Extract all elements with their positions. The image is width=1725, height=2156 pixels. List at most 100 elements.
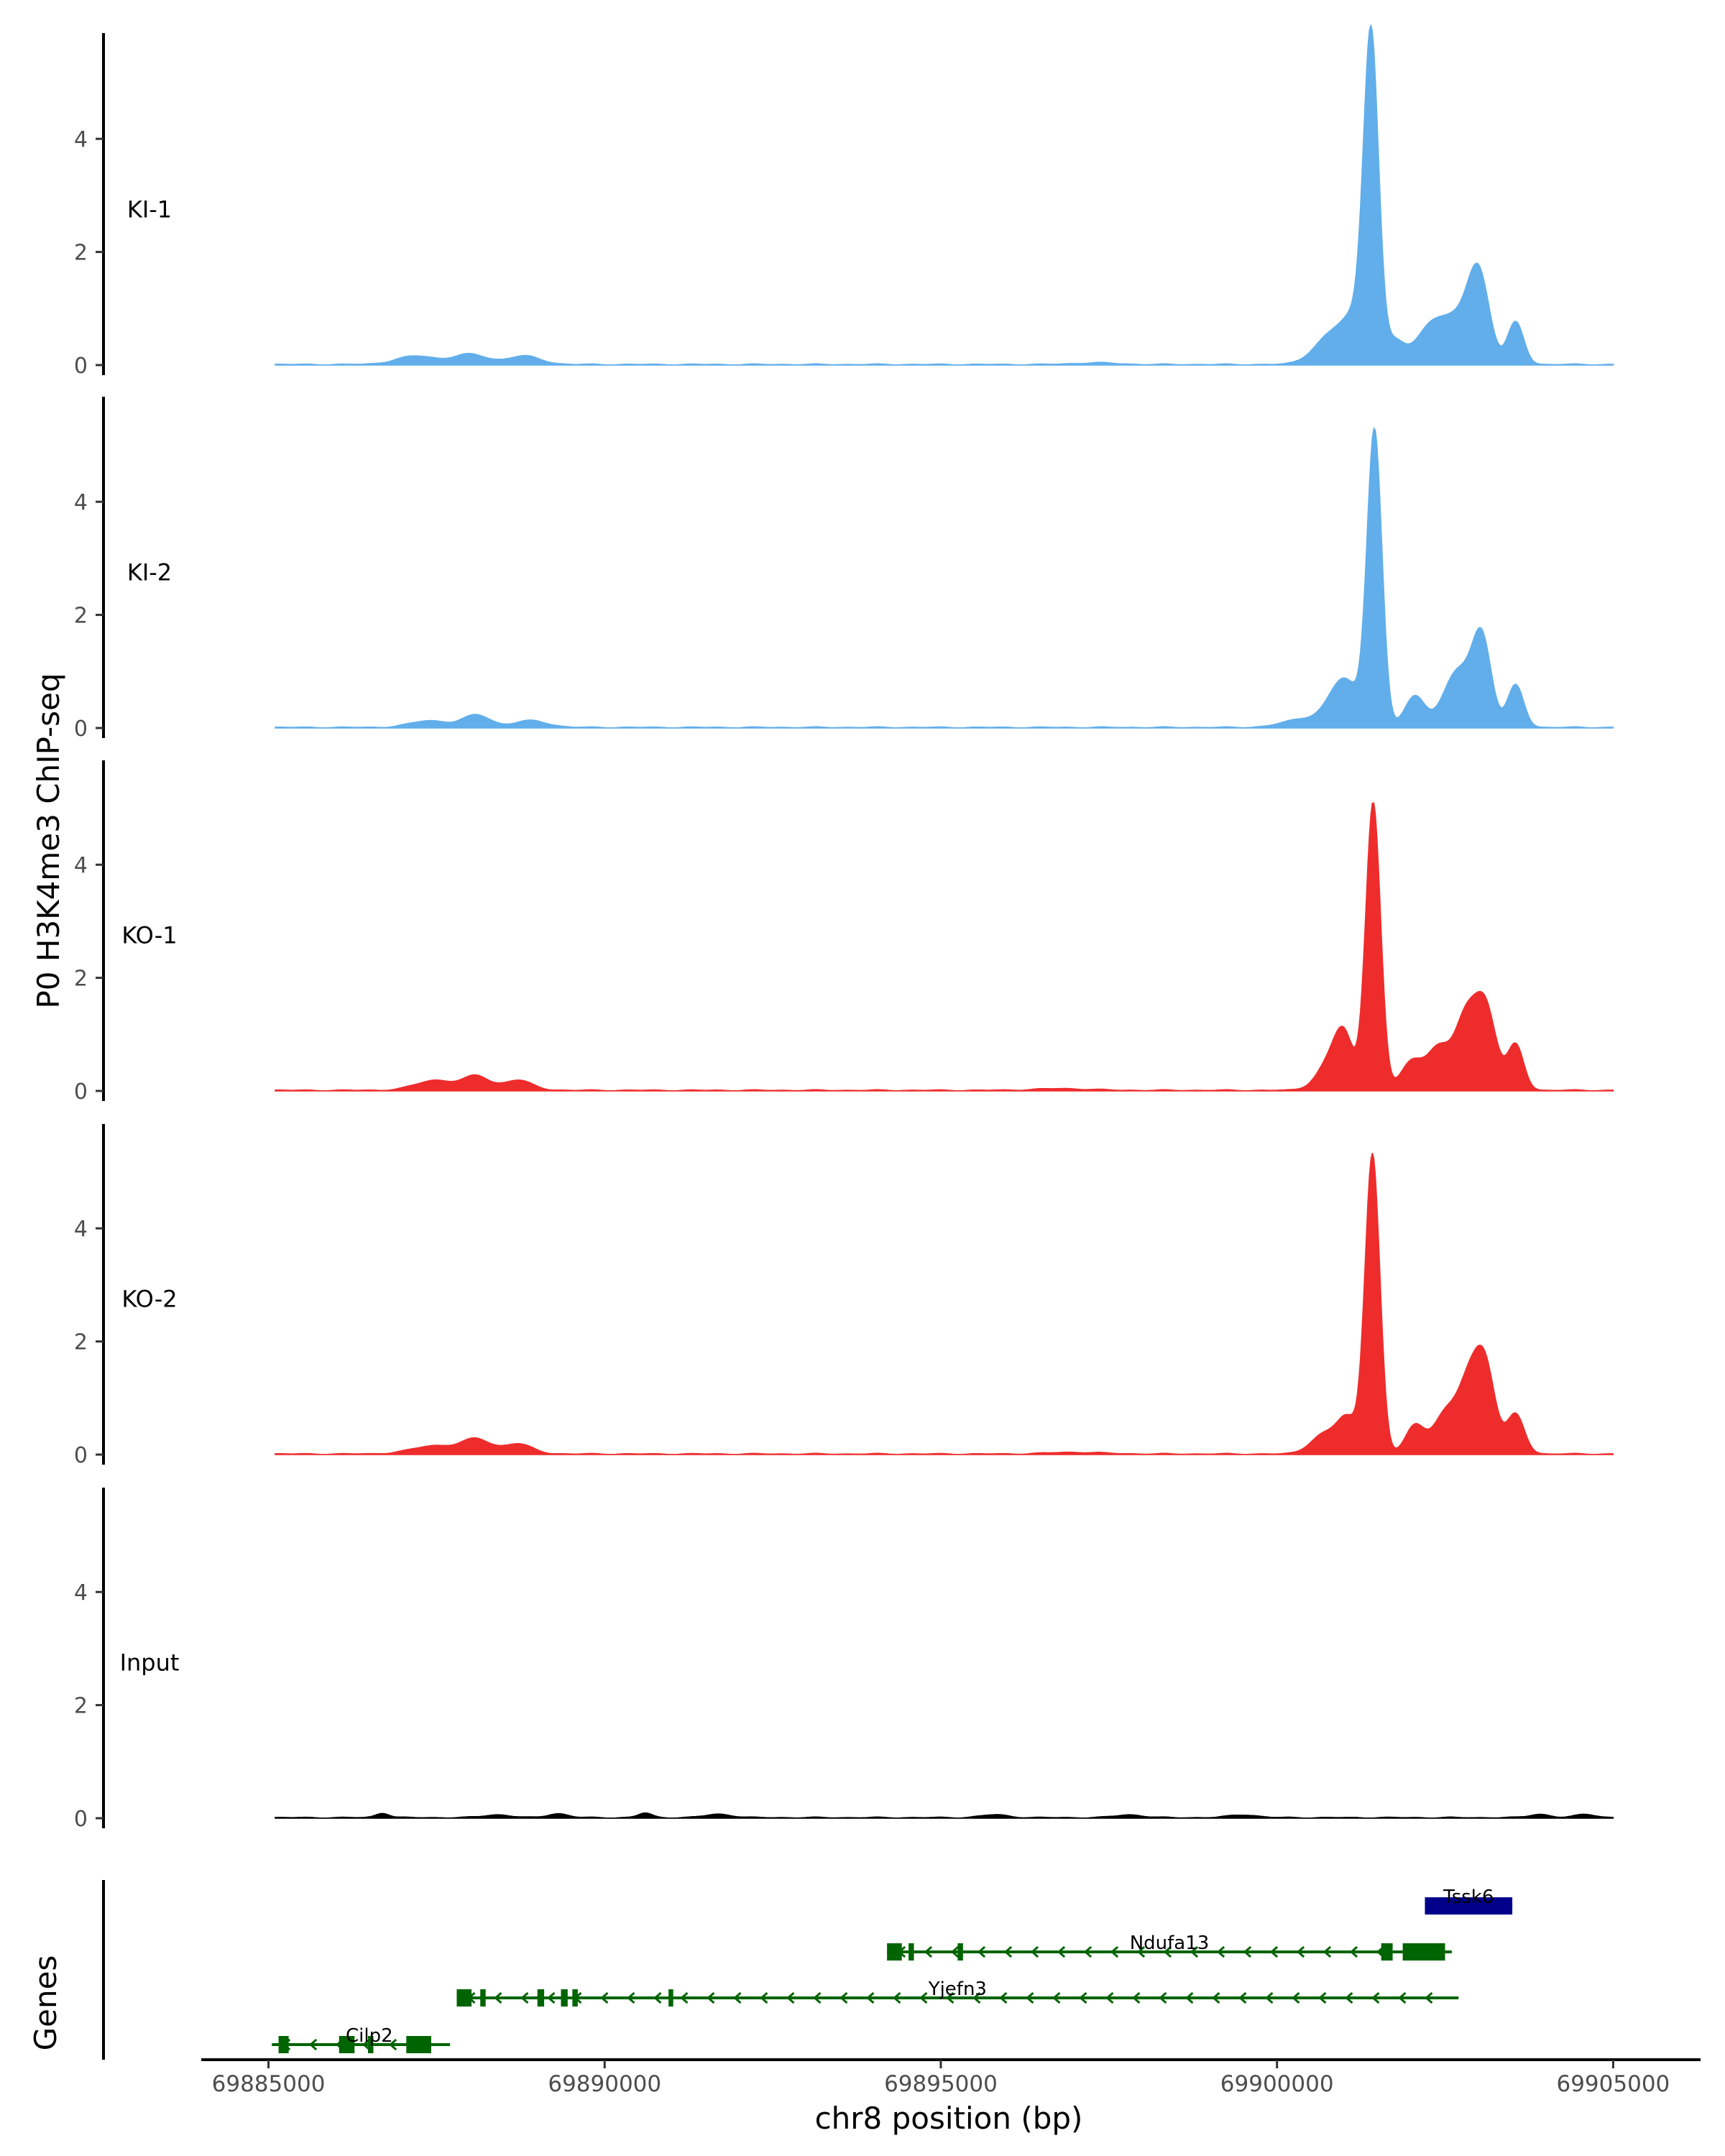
strand-chevron [1159, 1991, 1167, 2004]
gene-exon [339, 2036, 355, 2053]
y-tick-label: 4 [74, 853, 88, 878]
strand-chevron [1190, 1945, 1199, 1958]
strand-chevron [1265, 1991, 1274, 2004]
strand-chevron [840, 1991, 848, 2004]
track-label: KO-1 [121, 922, 177, 949]
strand-chevron [946, 1991, 954, 2004]
signal-area [275, 24, 1614, 366]
strand-chevron [627, 1991, 635, 2004]
strand-chevron [362, 2038, 371, 2051]
x-tick-label: 69890000 [548, 2071, 661, 2097]
y-tick-label: 4 [74, 1580, 88, 1606]
strand-chevron [999, 1991, 1008, 2004]
strand-chevron [1083, 1945, 1092, 1958]
signal-area [275, 1812, 1614, 1819]
track-ki-1: 0 2 4 KI-1 [74, 24, 1614, 379]
strand-chevron [977, 1945, 986, 1958]
gene-exon [668, 1989, 673, 2007]
track-ki-2: 0 2 4 KI-2 [74, 397, 1614, 742]
strand-chevron [1345, 1991, 1353, 2004]
strand-chevron [1292, 1991, 1300, 2004]
strand-chevron [308, 2038, 318, 2051]
gene-exon [278, 2036, 289, 2053]
signal-area [275, 1153, 1614, 1455]
gene-name: Tssk6 [1443, 1886, 1494, 1908]
signal-area [275, 427, 1614, 729]
strand-chevron [1185, 1991, 1194, 2004]
strand-chevron [760, 1991, 768, 2004]
y-tick-label: 4 [74, 490, 88, 515]
y-tick-label: 2 [74, 967, 88, 992]
gene-exon [1425, 1897, 1513, 1915]
strand-chevron [1163, 1945, 1172, 1958]
gene-exon [957, 1943, 963, 1961]
signal-area [275, 802, 1614, 1092]
gene-tssk6: Tssk6 [1425, 1886, 1513, 1915]
gene-exon [537, 1989, 545, 2007]
x-axis-label: chr8 position (bp) [815, 2101, 1083, 2136]
strand-chevron [866, 1991, 875, 2004]
y-tick-label: 4 [74, 1217, 88, 1242]
gene-cilp2: Cilp2 [272, 2025, 451, 2053]
strand-chevron [1425, 1991, 1433, 2004]
strand-chevron [1269, 1945, 1279, 1958]
strand-chevron [733, 1991, 742, 2004]
y-tick-label: 0 [74, 1079, 88, 1105]
strand-chevron [972, 1991, 981, 2004]
strand-chevron [1136, 1945, 1146, 1958]
y-tick-label: 2 [74, 1330, 88, 1355]
strand-chevron [600, 1991, 609, 2004]
x-tick-label: 69905000 [1556, 2071, 1670, 2097]
strand-chevron [494, 1991, 502, 2004]
strand-chevron [1052, 1991, 1061, 2004]
strand-chevron [1132, 1991, 1141, 2004]
strand-chevron [1398, 1991, 1407, 2004]
strand-chevron [547, 1991, 556, 2004]
y-tick-label: 4 [74, 127, 88, 152]
strand-chevron [1238, 1991, 1247, 2004]
track-label: KI-1 [127, 196, 172, 224]
y-tick-label: 0 [74, 1807, 88, 1832]
strand-chevron [1030, 1945, 1039, 1958]
gene-name: Cilp2 [346, 2025, 393, 2047]
gene-name: Yjefn3 [928, 1978, 987, 2000]
strand-chevron [893, 1991, 901, 2004]
gene-exon [456, 1989, 472, 2007]
tracks-layer: 0 2 4 KI-1 0 2 4 KI-2 0 2 4 KO-1 0 2 4 KO-2 0 2 4 Input [74, 24, 1614, 1832]
gene-exon [367, 2036, 374, 2053]
strand-chevron [680, 1991, 689, 2004]
y-tick-label: 0 [74, 354, 88, 379]
gene-exon [406, 2036, 431, 2053]
strand-chevron [1243, 1945, 1252, 1958]
strand-chevron [1110, 1945, 1119, 1958]
gene-exon [561, 1989, 568, 2007]
strand-chevron [1079, 1991, 1087, 2004]
track-label: KO-2 [121, 1286, 177, 1313]
gene-name: Ndufa13 [1130, 1932, 1210, 1954]
strand-chevron [1026, 1991, 1034, 2004]
x-axis: 69885000 69890000 69895000 69900000 69905000 [201, 2058, 1701, 2097]
strand-chevron [653, 1991, 662, 2004]
strand-chevron [919, 1991, 928, 2004]
track-label: Input [120, 1649, 180, 1677]
strand-chevron [520, 1991, 529, 2004]
strand-chevron [1057, 1945, 1066, 1958]
strand-chevron [1296, 1945, 1305, 1958]
strand-chevron [1216, 1945, 1225, 1958]
strand-chevron [924, 1945, 933, 1958]
strand-chevron [388, 2038, 397, 2051]
strand-chevron [1105, 1991, 1114, 2004]
track-ko-2: 0 2 4 KO-2 [74, 1124, 1614, 1468]
strand-chevron [1318, 1991, 1327, 2004]
strand-chevron [786, 1991, 795, 2004]
gene-ndufa13: Ndufa13 [887, 1932, 1452, 1961]
track-input: 0 2 4 Input [74, 1488, 1614, 1832]
gene-exon [1402, 1943, 1445, 1961]
gene-exon [908, 1943, 914, 1961]
x-tick-label: 69900000 [1220, 2071, 1334, 2097]
gene-exon [572, 1989, 578, 2007]
y-tick-label: 0 [74, 717, 88, 742]
y-tick-label: 2 [74, 604, 88, 629]
strand-chevron [1322, 1945, 1332, 1958]
